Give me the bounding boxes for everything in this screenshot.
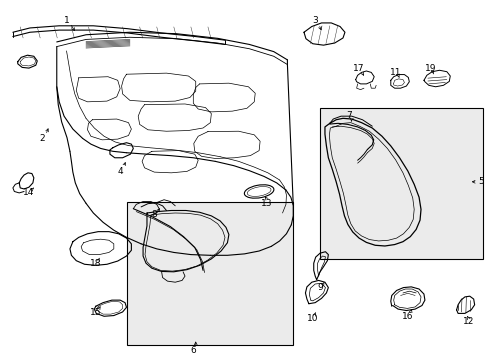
Text: 7: 7 xyxy=(346,111,351,120)
Text: 19: 19 xyxy=(424,64,436,73)
Text: 8: 8 xyxy=(151,210,157,219)
Text: 13: 13 xyxy=(260,199,272,208)
Text: 1: 1 xyxy=(63,16,69,25)
Text: 2: 2 xyxy=(39,134,45,143)
Text: 17: 17 xyxy=(353,64,364,73)
Bar xyxy=(320,108,483,259)
Text: 12: 12 xyxy=(462,317,473,326)
Bar xyxy=(127,202,293,345)
Text: 16: 16 xyxy=(401,312,413,321)
Text: 3: 3 xyxy=(312,16,317,25)
Text: 4: 4 xyxy=(117,167,122,176)
Text: 6: 6 xyxy=(190,346,196,355)
Text: 14: 14 xyxy=(23,188,35,197)
Text: 15: 15 xyxy=(90,308,102,317)
Text: 5: 5 xyxy=(477,177,483,186)
Text: 10: 10 xyxy=(306,314,318,323)
Text: 18: 18 xyxy=(90,259,102,268)
Text: 9: 9 xyxy=(317,283,322,292)
Text: 11: 11 xyxy=(389,68,401,77)
